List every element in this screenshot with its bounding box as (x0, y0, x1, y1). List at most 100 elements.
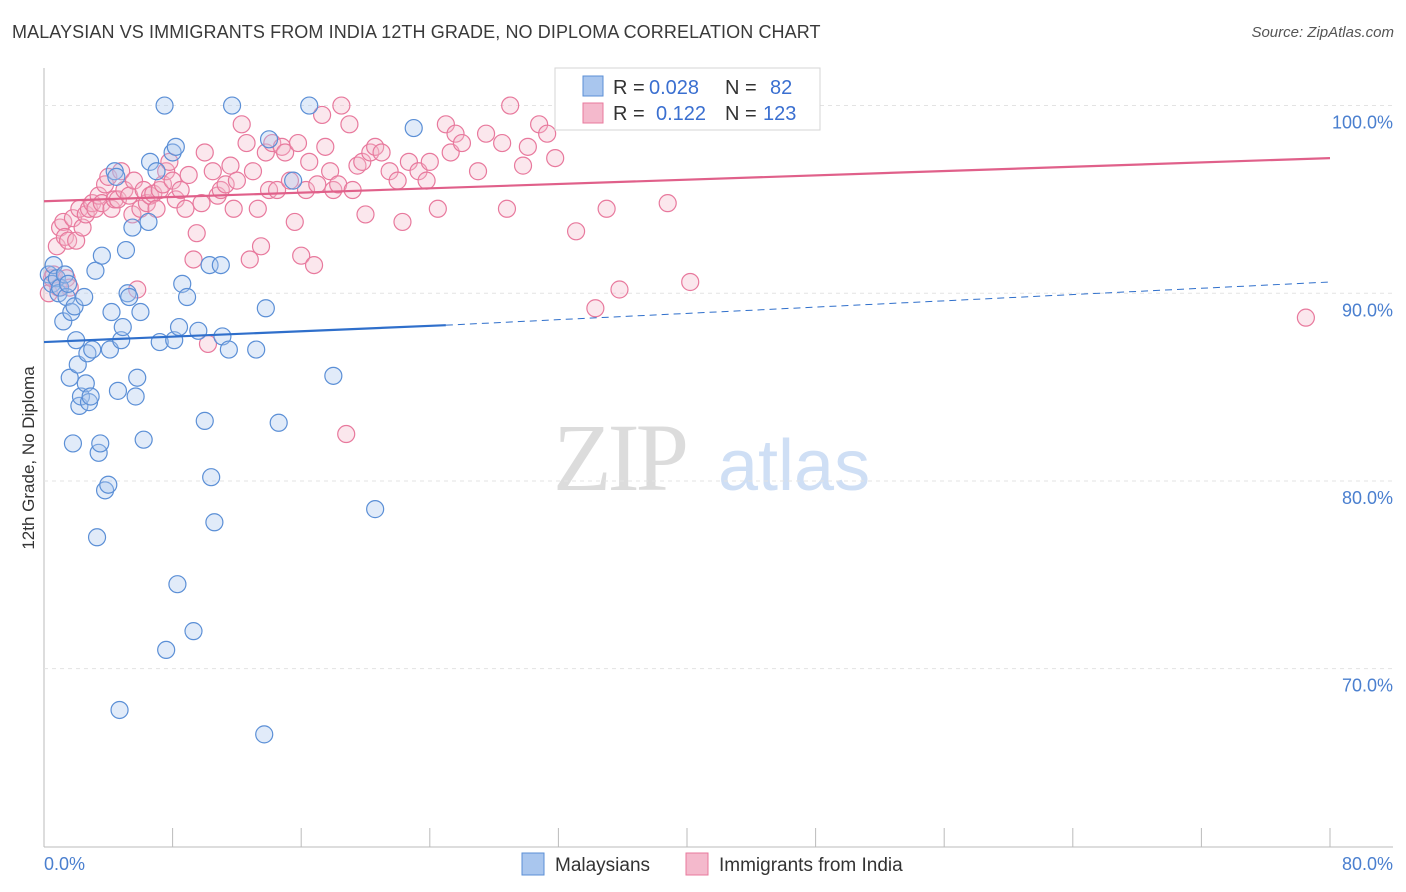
malaysian-point-55 (166, 137, 185, 156)
india-point-109 (497, 199, 517, 218)
india-point-105 (452, 133, 472, 153)
y-tick-label-100: 100.0% (1332, 113, 1393, 133)
malaysian-point-22 (81, 387, 100, 406)
x-tick-label-min: 0.0% (44, 854, 85, 874)
malaysian-point-30 (99, 475, 118, 494)
malaysian-point-10 (60, 368, 79, 387)
malaysian-point-29 (95, 481, 115, 500)
malaysian-point-24 (86, 261, 105, 280)
india-point-81 (321, 162, 340, 181)
malaysian-point-42 (123, 218, 142, 237)
india-point-15 (76, 205, 95, 224)
stats-n-label-pink: N = (725, 103, 757, 125)
malaysian-trend-line (43, 324, 446, 344)
malaysian-point-78 (366, 500, 385, 519)
india-point-121 (681, 272, 700, 292)
malaysian-point-68 (219, 340, 238, 359)
legend: Malaysians Immigrants from India (521, 852, 903, 876)
malaysian-point-56 (168, 575, 187, 594)
malaysian-point-28 (92, 246, 111, 265)
malaysian-point-11 (62, 302, 81, 322)
malaysian-point-51 (155, 96, 174, 115)
india-point-47 (184, 250, 203, 269)
india-point-101 (428, 199, 447, 218)
india-point-30 (124, 171, 144, 190)
india-point-46 (179, 165, 198, 185)
malaysian-point-77 (324, 366, 343, 385)
india-point-52 (203, 162, 222, 181)
source-credit: Source: ZipAtlas.com (1251, 24, 1394, 41)
india-point-106 (468, 162, 488, 181)
india-point-93 (372, 143, 391, 162)
gridlines (44, 105, 1393, 670)
india-point-122 (1296, 308, 1315, 327)
legend-label-malaysians: Malaysians (555, 855, 650, 876)
malaysian-point-70 (247, 340, 266, 359)
india-point-114 (538, 124, 557, 143)
india-points (39, 96, 1315, 444)
malaysian-point-69 (222, 96, 242, 115)
india-point-119 (610, 280, 629, 299)
india-point-100 (420, 152, 439, 171)
malaysian-point-32 (102, 302, 121, 322)
india-point-76 (300, 152, 319, 171)
malaysian-point-71 (255, 725, 274, 744)
malaysian-point-60 (184, 622, 203, 641)
x-ticks (172, 828, 1331, 847)
india-point-72 (285, 212, 304, 232)
chart-title: MALAYSIAN VS IMMIGRANTS FROM INDIA 12TH … (12, 22, 821, 42)
india-point-63 (248, 199, 267, 218)
india-point-49 (192, 194, 211, 213)
india-point-64 (251, 237, 271, 256)
malaysian-trend-extension (445, 281, 1331, 326)
india-point-55 (216, 175, 235, 194)
india-point-38 (150, 180, 169, 200)
india-point-73 (288, 133, 308, 153)
malaysian-point-46 (134, 430, 153, 449)
stats-n-label-blue: N = (725, 77, 757, 99)
stats-r-pink: 0.122 (656, 103, 706, 125)
malaysian-point-57 (169, 317, 189, 337)
malaysian-point-66 (211, 255, 230, 275)
malaysian-point-26 (89, 443, 108, 462)
y-tick-labels: 100.0% 90.0% 80.0% 70.0% (1332, 113, 1393, 696)
malaysian-point-38 (113, 317, 132, 337)
india-point-82 (324, 180, 343, 200)
india-point-120 (658, 194, 677, 213)
y-axis-label: 12th Grade, No Diploma (19, 366, 38, 550)
india-point-86 (340, 115, 359, 134)
malaysian-point-64 (202, 468, 221, 487)
malaysian-point-36 (110, 700, 129, 720)
malaysian-point-73 (259, 130, 279, 149)
malaysian-point-12 (63, 434, 83, 453)
india-point-80 (316, 137, 335, 156)
india-point-96 (393, 212, 412, 232)
stats-r-label-blue: R = (613, 77, 645, 99)
india-point-102 (436, 115, 455, 134)
malaysian-point-53 (163, 143, 182, 162)
india-point-104 (446, 124, 465, 143)
india-point-107 (476, 124, 496, 143)
malaysian-point-25 (87, 528, 107, 547)
malaysian-point-52 (157, 640, 176, 660)
india-point-37 (147, 199, 166, 218)
india-point-84 (332, 96, 351, 115)
india-point-117 (586, 299, 605, 318)
stats-swatch-blue (582, 75, 604, 97)
watermark-zip: ZIP (553, 404, 686, 511)
india-point-43 (166, 190, 185, 209)
india-point-74 (292, 246, 311, 265)
stats-box: R = 0.028 N = 82 R = 0.122 N = 123 (554, 67, 821, 131)
stats-r-label-pink: R = (613, 103, 645, 125)
malaysian-point-44 (128, 368, 147, 387)
watermark-atlas: atlas (718, 426, 870, 506)
malaysian-point-72 (256, 299, 275, 318)
malaysian-point-13 (65, 297, 84, 316)
malaysian-point-41 (120, 287, 139, 307)
india-point-108 (493, 133, 512, 153)
india-point-45 (176, 199, 195, 218)
malaysian-point-9 (59, 274, 78, 293)
india-point-48 (187, 224, 206, 243)
india-point-70 (276, 143, 295, 162)
